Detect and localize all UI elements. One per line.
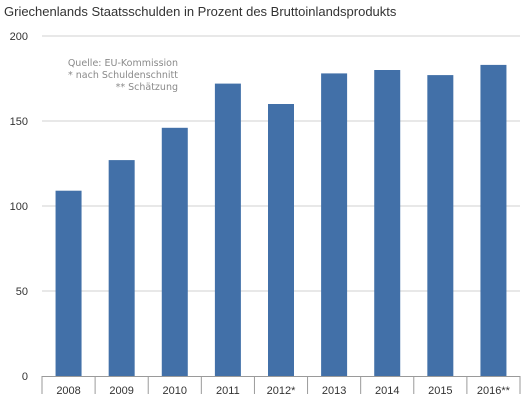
y-tick-labels: 0 50 100 150 200 bbox=[10, 31, 28, 383]
chart-title: Griechenlands Staatsschulden in Prozent … bbox=[4, 4, 397, 19]
bar-2011 bbox=[214, 83, 241, 376]
y-tick-label: 0 bbox=[22, 371, 28, 383]
bar-2014 bbox=[374, 70, 401, 376]
y-tick-label: 200 bbox=[10, 31, 28, 43]
x-tick-label: 2014 bbox=[375, 385, 399, 397]
annotation-line: * nach Schuldenschnitt bbox=[68, 70, 178, 81]
x-tick-label: 2008 bbox=[56, 385, 80, 397]
x-tick-label: 2011 bbox=[216, 385, 240, 397]
x-tick-labels: 2008 2009 2010 2011 2012* 2013 2014 2015 2016** bbox=[56, 385, 510, 397]
y-tick-label: 50 bbox=[16, 286, 28, 298]
bar-2009 bbox=[108, 160, 135, 376]
bar-2010 bbox=[161, 127, 188, 376]
x-tick-label: 2013 bbox=[322, 385, 346, 397]
x-tick-label: 2010 bbox=[163, 385, 187, 397]
x-tick-label: 2016** bbox=[477, 385, 511, 397]
bar-2016** bbox=[480, 64, 507, 377]
chart-annotations: Quelle: EU-Kommission* nach Schuldenschn… bbox=[68, 58, 178, 93]
x-tick-label: 2009 bbox=[109, 385, 133, 397]
bar-2008 bbox=[55, 190, 82, 376]
x-tick-label: 2015 bbox=[428, 385, 452, 397]
bar-2015 bbox=[427, 75, 454, 376]
x-tick-label: 2012* bbox=[267, 385, 296, 397]
bars bbox=[55, 64, 507, 377]
bar-2013 bbox=[321, 73, 348, 377]
y-tick-label: 150 bbox=[10, 116, 28, 128]
bar-2012* bbox=[268, 104, 294, 376]
annotation-line: ** Schätzung bbox=[116, 82, 178, 93]
y-tick-label: 100 bbox=[10, 201, 28, 213]
annotation-line: Quelle: EU-Kommission bbox=[68, 58, 178, 69]
